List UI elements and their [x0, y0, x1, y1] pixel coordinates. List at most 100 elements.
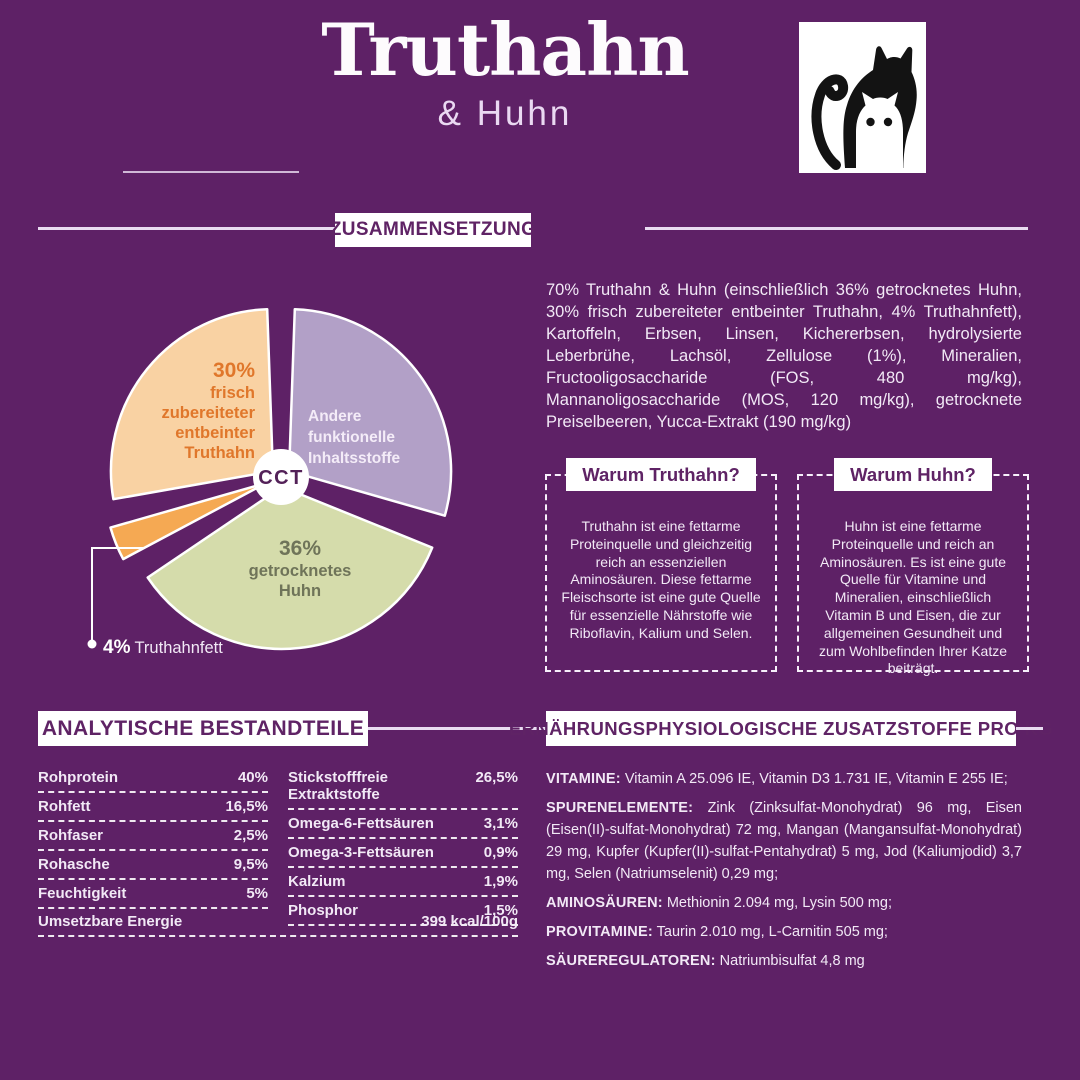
cell-value: 3,1%	[483, 815, 518, 832]
table-row: Stickstofffreie Extraktstoffe 26,5%	[288, 769, 518, 810]
cell-value: 399 kcal/100g	[421, 913, 518, 930]
additive-item: SPURENELEMENTE: Zink (Zinksulfat-Monohyd…	[546, 797, 1022, 885]
pie-center-circle	[253, 449, 309, 505]
divider-line-left	[38, 227, 335, 230]
composition-text: 70% Truthahn & Huhn (einschließlich 36% …	[546, 281, 1022, 431]
small-cat-silhouette	[856, 92, 903, 168]
cell-label: Phosphor	[288, 902, 358, 919]
product-title: Truthahn	[321, 7, 690, 92]
divider-line-right	[645, 227, 1028, 230]
cell-value: 9,5%	[233, 856, 268, 873]
other-line: Andere	[308, 408, 362, 425]
analytical-table-right: Stickstofffreie Extraktstoffe 26,5% Omega…	[288, 769, 518, 931]
pie-chart: CCT	[87, 307, 453, 651]
cell-value: 16,5%	[225, 798, 268, 815]
table-row: Rohasche 9,5%	[38, 856, 268, 880]
pie-label-chicken: 36% getrocknetes Huhn	[220, 537, 380, 601]
section-label-zusatzstoffe: ERNÄHRUNGSPHYSIOLOGISCHE ZUSATZSTOFFE PR…	[509, 711, 1053, 746]
table-row: Rohprotein 40%	[38, 769, 268, 793]
additive-label: PROVITAMINE:	[546, 924, 653, 940]
cell-label: Stickstofffreie Extraktstoffe	[288, 769, 389, 803]
cell-label: Feuchtigkeit	[38, 885, 127, 902]
additive-label: SÄUREREGULATOREN:	[546, 953, 716, 969]
other-line: funktionelle	[308, 429, 395, 446]
pie-slice-turkey	[109, 307, 275, 501]
product-subtitle: & Huhn	[437, 94, 573, 133]
chicken-line: Huhn	[278, 582, 322, 600]
info-box-truthahn-body: Truthahn ist eine fettarme Proteinquelle…	[561, 518, 761, 641]
cell-label: Umsetzbare Energie	[38, 913, 183, 930]
section-label-analytische-bestandteile: ANALYTISCHE BESTANDTEILE	[38, 711, 368, 746]
chicken-percent: 36%	[278, 537, 322, 560]
cell-label: Omega-6-Fettsäuren	[288, 815, 434, 832]
table-row-energy: Umsetzbare Energie 399 kcal/100g	[38, 913, 518, 942]
pie-slice-other	[287, 307, 453, 517]
additive-item: VITAMINE: Vitamin A 25.096 IE, Vitamin D…	[546, 768, 1022, 790]
additive-text: Natriumbisulfat 4,8 mg	[719, 953, 865, 969]
pie-label-fat: 4% Truthahnfett	[103, 637, 223, 659]
turkey-line: frisch	[210, 384, 255, 402]
additive-text: Vitamin A 25.096 IE, Vitamin D3 1.731 IE…	[624, 771, 1008, 787]
table-row: Phosphor 1,5%	[288, 902, 518, 926]
cell-label: Omega-3-Fettsäuren	[288, 844, 434, 861]
table-row: Rohfett 16,5%	[38, 798, 268, 822]
table-row: Omega-3-Fettsäuren 0,9%	[288, 844, 518, 868]
connector-line-middle	[368, 727, 546, 730]
turkey-percent: 30%	[212, 359, 255, 382]
info-box-huhn: Huhn ist eine fettarme Proteinquelle und…	[797, 474, 1029, 676]
fat-leader-line	[91, 547, 145, 642]
table-row: Omega-6-Fettsäuren 3,1%	[288, 815, 518, 839]
turkey-line: entbeinter	[175, 424, 255, 442]
additive-label: VITAMINE:	[546, 771, 621, 787]
pie-label-other: Andere funktionelle Inhaltsstoffe	[308, 406, 400, 469]
turkey-line: zubereiteter	[161, 404, 255, 422]
additive-label: SPURENELEMENTE:	[546, 800, 694, 816]
analytical-table-left: Rohprotein 40% Rohfett 16,5% Rohfaser 2,5% …	[38, 769, 268, 914]
additive-text: Methionin 2.094 mg, Lysin 500 mg;	[666, 895, 892, 911]
cell-value: 26,5%	[475, 769, 518, 786]
section-label-zusammensetzung: ZUSAMMENSETZUNG	[330, 213, 536, 247]
info-box-truthahn: Truthahn ist eine fettarme Proteinquelle…	[545, 474, 777, 672]
title-underline	[123, 171, 299, 173]
info-box-huhn-body: Huhn ist eine fettarme Proteinquelle und…	[818, 518, 1008, 677]
cell-label: Rohprotein	[38, 769, 118, 786]
brand-logo	[799, 22, 926, 173]
cell-value: 5%	[246, 885, 268, 902]
table-row: Feuchtigkeit 5%	[38, 885, 268, 909]
additives-list: VITAMINE: Vitamin A 25.096 IE, Vitamin D…	[546, 768, 1022, 979]
fat-percent: 4%	[103, 637, 131, 658]
cell-value: 0,9%	[483, 844, 518, 861]
small-cat-eye-left	[866, 117, 875, 127]
cell-value: 2,5%	[233, 827, 268, 844]
other-line: Inhaltsstoffe	[308, 450, 401, 467]
cell-label: Kalzium	[288, 873, 346, 890]
pie-slice-fat	[109, 481, 268, 561]
additive-item: SÄUREREGULATOREN: Natriumbisulfat 4,8 mg	[546, 950, 1022, 972]
cell-label: Rohfaser	[38, 827, 104, 844]
table-row: Rohfaser 2,5%	[38, 827, 268, 851]
additive-text: Zink (Zinksulfat-Monohydrat) 96 mg, Eise…	[546, 800, 1022, 882]
additive-item: PROVITAMINE: Taurin 2.010 mg, L-Carnitin…	[546, 921, 1022, 943]
cell-label: Rohasche	[38, 856, 110, 873]
table-row: Umsetzbare Energie 399 kcal/100g	[38, 913, 518, 937]
additive-text: Taurin 2.010 mg, L-Carnitin 505 mg;	[656, 924, 888, 940]
turkey-line: Truthahn	[184, 444, 255, 462]
chicken-line: getrocknetes	[248, 562, 352, 580]
cat-logo-icon	[799, 22, 926, 173]
additive-item: AMINOSÄUREN: Methionin 2.094 mg, Lysin 5…	[546, 892, 1022, 914]
additive-label: AMINOSÄUREN:	[546, 895, 663, 911]
info-box-truthahn-title: Warum Truthahn?	[566, 458, 756, 491]
info-box-huhn-title: Warum Huhn?	[834, 458, 992, 491]
pie-slice-chicken	[146, 485, 434, 651]
cell-label: Rohfett	[38, 798, 91, 815]
table-row: Kalzium 1,9%	[288, 873, 518, 897]
pie-center-label: CCT	[258, 467, 304, 489]
pie-label-turkey: 30% frisch zubereiteter entbeinter Truth…	[95, 359, 255, 463]
cell-value: 1,5%	[483, 902, 518, 919]
cell-value: 1,9%	[483, 873, 518, 890]
fat-leader-dot	[87, 639, 97, 649]
cell-value: 40%	[237, 769, 268, 786]
big-cat-tail	[811, 74, 849, 170]
small-cat-eye-right	[883, 117, 893, 127]
